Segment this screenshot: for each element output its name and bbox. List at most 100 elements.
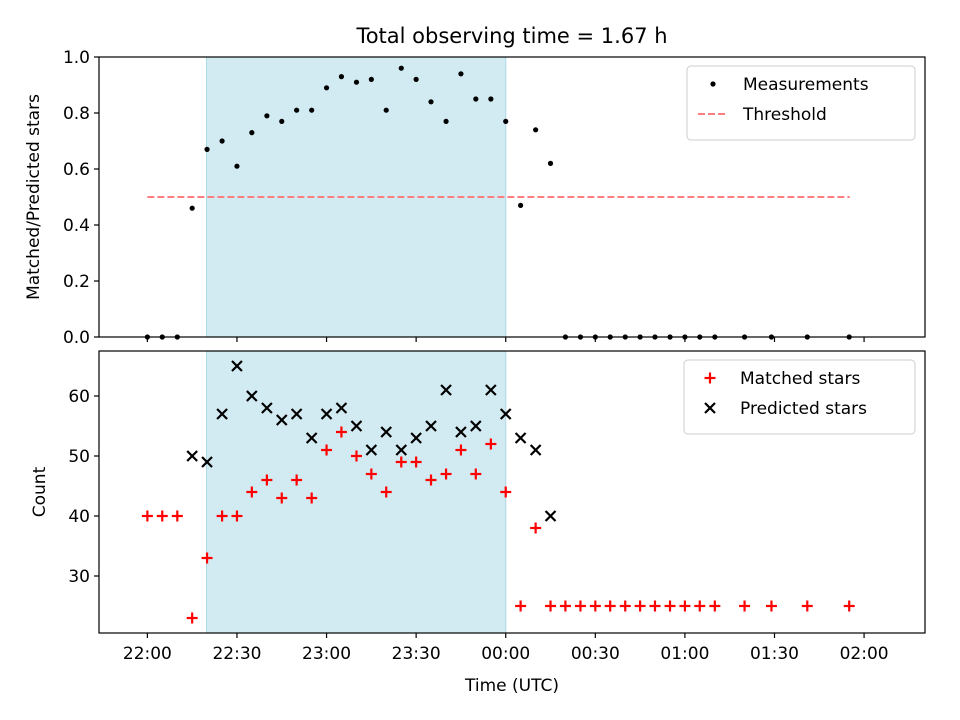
predicted-stars-point bbox=[186, 450, 198, 462]
predicted-stars-point bbox=[231, 360, 243, 372]
measurements-legend-label: Measurements bbox=[743, 75, 869, 95]
matched-stars-point bbox=[530, 522, 542, 534]
x-tick-label: 01:30 bbox=[750, 644, 799, 664]
matched-stars-point bbox=[201, 552, 213, 564]
observing-window-span bbox=[206, 56, 507, 338]
measurements-point bbox=[518, 202, 524, 208]
x-tick-label: 22:00 bbox=[123, 644, 172, 664]
measurements-point bbox=[353, 79, 360, 85]
predicted-stars-point bbox=[499, 408, 512, 420]
predicted-stars-point bbox=[275, 414, 288, 426]
measurements-point bbox=[413, 76, 419, 82]
matched-stars-point bbox=[440, 468, 452, 480]
top-panel-ylabel: Matched/Predicted stars bbox=[24, 94, 44, 300]
x-tick-label: 00:00 bbox=[481, 644, 530, 664]
y-tick-label: 50 bbox=[68, 447, 90, 467]
y-tick-label: 0.8 bbox=[63, 104, 90, 124]
matched-stars-point bbox=[291, 474, 303, 486]
matched-stars-point bbox=[246, 486, 258, 498]
measurements-point bbox=[234, 163, 240, 169]
predicted-stars-legend-marker bbox=[704, 402, 716, 414]
predicted-stars-point bbox=[350, 420, 363, 432]
bottom-panel-legend: Matched stars Predicted stars bbox=[683, 359, 916, 435]
measurements-point bbox=[547, 160, 554, 166]
measurements-point bbox=[264, 113, 270, 119]
matched-stars-point bbox=[589, 600, 601, 612]
measurements-point bbox=[204, 146, 210, 152]
y-tick-label: 0.6 bbox=[63, 160, 90, 180]
x-tick-label: 22:30 bbox=[212, 644, 261, 664]
measurements-point bbox=[279, 118, 285, 124]
matched-stars-point bbox=[694, 600, 706, 612]
measurements-point bbox=[533, 127, 539, 133]
measurements-point bbox=[189, 205, 195, 211]
predicted-stars-point bbox=[380, 426, 392, 438]
measurements-point bbox=[383, 107, 389, 113]
matched-stars-point bbox=[619, 600, 631, 612]
matched-stars-point bbox=[559, 600, 571, 612]
matched-stars-point bbox=[765, 600, 777, 612]
matched-stars-point bbox=[455, 444, 467, 456]
measurements-point bbox=[503, 118, 509, 124]
matched-stars-point bbox=[276, 492, 288, 504]
matched-stars-point bbox=[679, 600, 691, 612]
predicted-stars-point bbox=[216, 408, 228, 420]
matched-stars-point bbox=[470, 468, 482, 480]
bottom-panel-frame bbox=[98, 350, 926, 634]
matched-stars-point bbox=[425, 474, 437, 486]
y-tick-label: 60 bbox=[68, 387, 90, 407]
matched-stars-point bbox=[574, 600, 586, 612]
matched-stars-point bbox=[485, 438, 497, 450]
measurements-legend-marker bbox=[710, 81, 716, 87]
matched-stars-point bbox=[380, 486, 392, 498]
measurements-point bbox=[323, 85, 330, 91]
measurements-point bbox=[309, 107, 315, 113]
matched-stars-point bbox=[171, 510, 183, 522]
matched-stars-point bbox=[261, 474, 273, 486]
matched-stars-point bbox=[634, 600, 646, 612]
x-tick-label: 00:30 bbox=[571, 644, 620, 664]
chart-title: Total observing time = 1.67 h bbox=[355, 24, 667, 48]
predicted-stars-point bbox=[544, 510, 557, 522]
matched-stars-point bbox=[664, 600, 676, 612]
matched-stars-point bbox=[649, 600, 661, 612]
x-tick-label: 02:00 bbox=[840, 644, 889, 664]
matched-stars-point bbox=[604, 600, 616, 612]
predicted-stars-point bbox=[335, 402, 348, 414]
y-tick-label: 0.0 bbox=[63, 328, 90, 348]
predicted-stars-point bbox=[261, 402, 273, 414]
legend-box bbox=[686, 65, 916, 141]
measurements-point bbox=[458, 71, 464, 77]
threshold-legend-label: Threshold bbox=[742, 105, 827, 125]
measurements-point bbox=[473, 96, 479, 102]
matched-stars-point bbox=[216, 510, 228, 522]
measurements-point bbox=[398, 65, 404, 71]
matched-stars-point bbox=[545, 600, 557, 612]
matched-stars-point bbox=[186, 612, 198, 624]
y-tick-label: 40 bbox=[68, 507, 90, 527]
bottom-panel: 22:00 22:30 23:00 23:30 00:00 00:30 01:00 01:30… bbox=[30, 350, 926, 664]
predicted-stars-point bbox=[201, 456, 213, 468]
y-tick-label: 0.2 bbox=[63, 272, 90, 292]
x-axis-label: Time (UTC) bbox=[464, 676, 559, 696]
matched-stars-point bbox=[231, 510, 243, 522]
predicted-stars-point bbox=[425, 420, 437, 432]
predicted-stars-point bbox=[485, 384, 497, 396]
top-panel-frame bbox=[98, 56, 926, 338]
measurements-point bbox=[219, 138, 225, 144]
matched-stars-point bbox=[801, 600, 813, 612]
x-tick-label: 23:30 bbox=[392, 644, 441, 664]
y-tick-label: 1.0 bbox=[63, 48, 90, 68]
predicted-stars-point bbox=[320, 408, 333, 420]
matched-stars-point bbox=[410, 456, 422, 468]
x-tick-label: 01:00 bbox=[660, 644, 709, 664]
x-tick-label: 23:00 bbox=[302, 644, 351, 664]
matched-stars-point bbox=[156, 510, 168, 522]
predicted-stars-point bbox=[455, 426, 467, 438]
matched-stars-point bbox=[335, 426, 347, 438]
measurements-point bbox=[294, 107, 300, 113]
legend-box bbox=[683, 359, 916, 435]
predicted-stars-point bbox=[470, 420, 482, 432]
measurements-point bbox=[249, 130, 255, 136]
matched-stars-legend-marker bbox=[704, 372, 716, 384]
